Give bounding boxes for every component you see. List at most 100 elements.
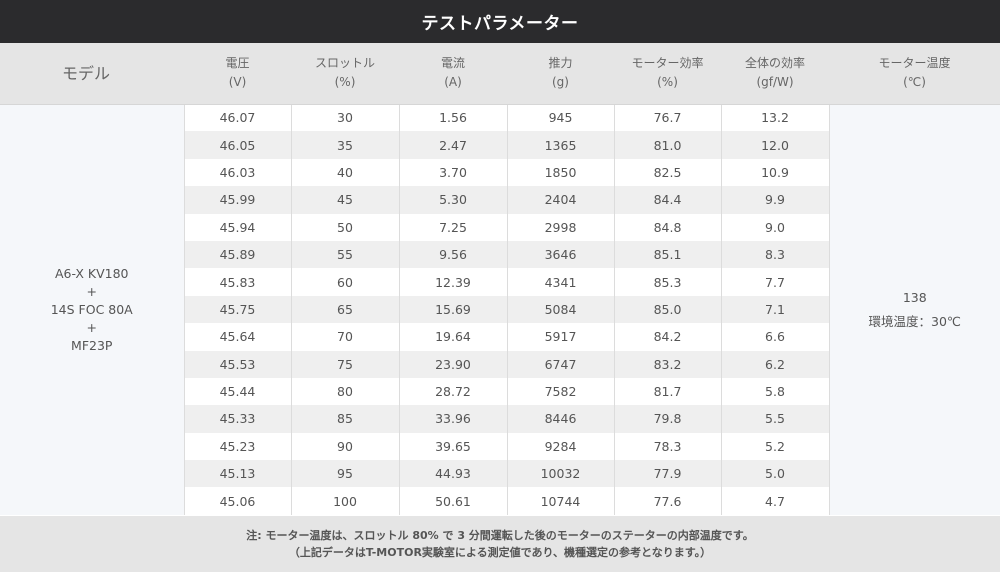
model-column-header: モデル (0, 43, 184, 105)
table-row: 45.13 95 44.93 10032 77.9 5.0 (0, 460, 1000, 488)
table-cell: 9.0 (721, 213, 830, 241)
table-cell: 83.2 (614, 350, 722, 378)
table-row: A6-X KV180 +14S FOC 80A + MF23P 46.07 30 1.56 9… (0, 104, 1000, 515)
table-row: 45.94 50 7.25 2998 84.8 9.0 (0, 213, 1000, 241)
table-cell: 2404 (507, 186, 615, 214)
throttle-column-header: スロットル (%) (291, 43, 399, 105)
table-cell: 6747 (507, 350, 615, 378)
footnote-line-2: （上記データはT-MOTOR実験室による測定値であり、機種選定の参考となります。… (288, 546, 712, 559)
table-cell: 46.03 (184, 158, 292, 187)
table-header-row: モデル 電圧 (V) スロットル (%) 電流 (A) 推力 (g) モーター効率 (%)… (0, 43, 1000, 105)
table-cell: 35 (291, 131, 400, 159)
motor-efficiency-column-header: モーター効率 (%) (614, 43, 721, 105)
table-cell: 45.64 (184, 323, 292, 351)
temperature-cell: 138 環境温度：30℃ (829, 104, 1000, 515)
footnote: 注: モーター温度は、スロットル 80% で 3 分間運転した後のモーターのステ… (0, 516, 1000, 572)
table-cell: 90 (291, 432, 400, 461)
table-cell: 60 (291, 268, 400, 296)
table-cell: 45.33 (184, 405, 292, 433)
table-cell: 19.64 (399, 323, 508, 351)
table-cell: 4.7 (721, 487, 830, 515)
table-cell: 81.7 (614, 377, 722, 406)
table-cell: 45.53 (184, 350, 292, 378)
table-cell: 84.2 (614, 323, 722, 351)
table-cell: 78.3 (614, 432, 722, 461)
model-line: + (86, 319, 97, 335)
table-row: 45.75 65 15.69 5084 85.0 7.1 (0, 295, 1000, 324)
table-cell: 45.23 (184, 432, 292, 461)
table-cell: 5.30 (399, 186, 508, 214)
table-cell: 5917 (507, 323, 615, 351)
table-cell: 40 (291, 158, 400, 187)
table-cell: 5.8 (721, 377, 830, 406)
table-cell: 85.1 (614, 240, 722, 269)
footnote-line-1: 注: モーター温度は、スロットル 80% で 3 分間運転した後のモーターのステ… (246, 529, 754, 542)
table-cell: 3.70 (399, 158, 508, 187)
table-cell: 39.65 (399, 432, 508, 461)
table-cell: 65 (291, 295, 400, 324)
voltage-column-header: 電圧 (V) (184, 43, 291, 105)
table-cell: 9.56 (399, 240, 508, 269)
overall-efficiency-column-header: 全体の効率 (gf/W) (721, 43, 829, 105)
table-cell: 9.9 (721, 186, 830, 214)
table-cell: 6.6 (721, 323, 830, 351)
table-row: 45.44 80 28.72 7582 81.7 5.8 (0, 377, 1000, 406)
table-cell: 13.2 (721, 104, 830, 132)
table-cell: 45.13 (184, 460, 292, 488)
table-cell: 45.99 (184, 186, 292, 214)
table-cell: 10744 (507, 487, 615, 515)
table-cell: 45.75 (184, 295, 292, 324)
table-cell: 4341 (507, 268, 615, 296)
model-line: 14S FOC 80A (50, 301, 133, 317)
table-cell: 10.9 (721, 158, 830, 187)
table-cell: 7.1 (721, 295, 830, 324)
table-cell: 5.0 (721, 460, 830, 488)
table-cell: 8446 (507, 405, 615, 433)
table-row: 46.05 35 2.47 1365 81.0 12.0 (0, 131, 1000, 159)
table-cell: 45 (291, 186, 400, 214)
ambient-temperature: 環境温度：30℃ (868, 313, 961, 329)
model-line: A6-X KV180 (54, 265, 129, 281)
table-cell: 44.93 (399, 460, 508, 488)
table-row: 45.23 90 39.65 9284 78.3 5.2 (0, 432, 1000, 461)
table-cell: 2998 (507, 213, 615, 241)
temperature-column-header: モーター温度 (℃) (829, 43, 1000, 105)
table-cell: 7.25 (399, 213, 508, 241)
table-row: 45.53 75 23.90 6747 83.2 6.2 (0, 350, 1000, 378)
table-cell: 85.0 (614, 295, 722, 324)
table-row: 45.33 85 33.96 8446 79.8 5.5 (0, 405, 1000, 433)
table-cell: 8.3 (721, 240, 830, 269)
table-cell: 1.56 (399, 104, 508, 132)
table-cell: 55 (291, 240, 400, 269)
table-cell: 5084 (507, 295, 615, 324)
table-body: A6-X KV180 +14S FOC 80A + MF23P 46.07 30 1.56 9… (0, 104, 1000, 515)
table-cell: 9284 (507, 432, 615, 461)
table-cell: 45.44 (184, 377, 292, 406)
table-cell: 2.47 (399, 131, 508, 159)
table-cell: 12.0 (721, 131, 830, 159)
table-cell: 75 (291, 350, 400, 378)
table-row: 45.06 100 50.61 10744 77.6 4.7 (0, 487, 1000, 515)
table-cell: 6.2 (721, 350, 830, 378)
table-cell: 15.69 (399, 295, 508, 324)
table-cell: 100 (291, 487, 400, 515)
test-parameters-table: モデル 電圧 (V) スロットル (%) 電流 (A) 推力 (g) モーター効率 (%)… (0, 43, 1000, 515)
table-cell: 79.8 (614, 405, 722, 433)
table-cell: 80 (291, 377, 400, 406)
table-cell: 82.5 (614, 158, 722, 187)
table-cell: 84.4 (614, 186, 722, 214)
table-row: 45.99 45 5.30 2404 84.4 9.9 (0, 186, 1000, 214)
table-cell: 3646 (507, 240, 615, 269)
table-cell: 77.9 (614, 460, 722, 488)
table-row: 45.64 70 19.64 5917 84.2 6.6 (0, 323, 1000, 351)
table-cell: 30 (291, 104, 400, 132)
table-cell: 85.3 (614, 268, 722, 296)
temperature-value: 138 (902, 289, 927, 305)
table-cell: 46.05 (184, 131, 292, 159)
table-cell: 7582 (507, 377, 615, 406)
table-cell: 77.6 (614, 487, 722, 515)
model-line: MF23P (71, 337, 113, 353)
table-cell: 1850 (507, 158, 615, 187)
table-cell: 5.5 (721, 405, 830, 433)
table-cell: 12.39 (399, 268, 508, 296)
